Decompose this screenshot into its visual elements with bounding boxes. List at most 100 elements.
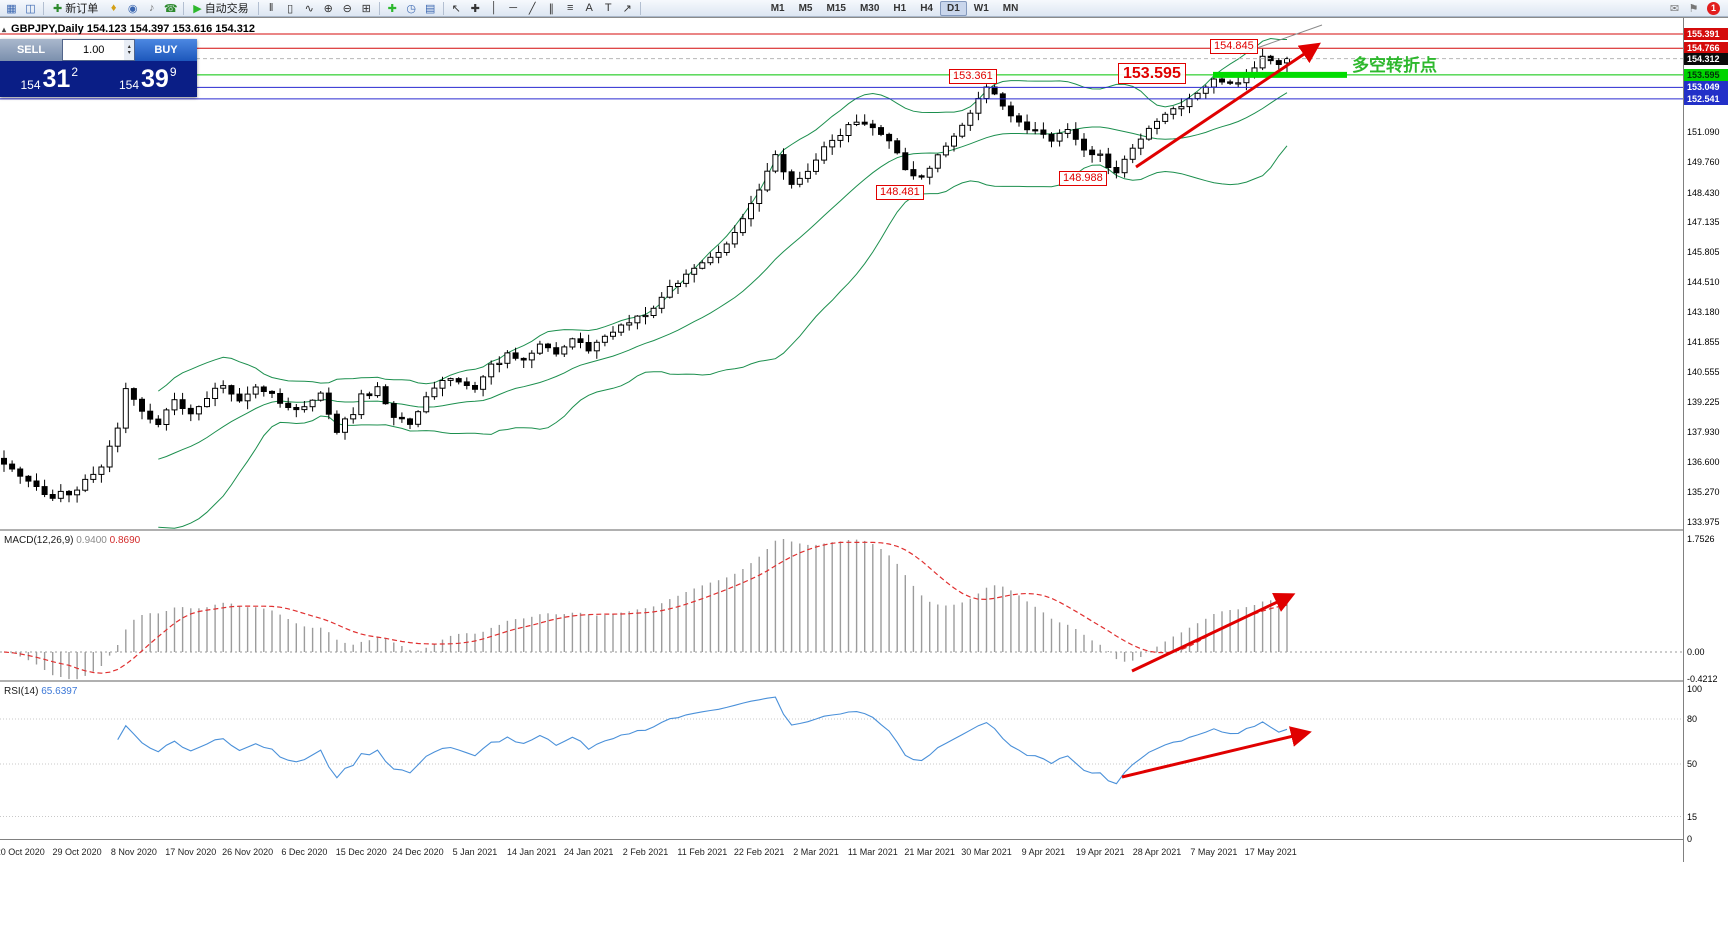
date-tick: 9 Apr 2021 [1021,847,1066,857]
templates-icon[interactable]: ▤ [421,1,440,16]
price-badge: 153.049 [1684,81,1728,94]
toolbar-separator [378,1,380,15]
buy-price-base: 154 [118,78,140,92]
timeframe-h4[interactable]: H4 [920,2,933,14]
label-icon[interactable]: T [599,1,618,16]
toolbar: ▦ ◫ ✚ 新订单 ♦ ◉ ♪ ☎ ▶ 自动交易 ‖ ▯ ∿ ⊕ ⊖ ⊞ ✚ ◷ ▤ ↖ ✚ │ ─ ╱ ∥ ≡ A T ↗ M1 M5 M… [0,0,1728,17]
sell-button[interactable]: SELL [0,39,62,61]
rsi-panel[interactable] [0,683,1683,839]
news-icon[interactable]: ✉ [1665,1,1684,16]
channel-icon[interactable]: ∥ [542,1,561,16]
price-tick: 151.090 [1687,127,1720,137]
tile-windows-icon[interactable]: ⊞ [357,1,376,16]
panel-divider-rsi[interactable] [0,680,1728,684]
ohlc-readout: GBPJPY,Daily 154.123 154.397 153.616 154… [11,23,256,35]
bar-chart-icon[interactable]: ‖ [262,1,281,16]
zoom-out-icon: ⊖ [342,2,352,15]
new-order-button[interactable]: ✚ 新订单 [47,1,104,16]
support-icon[interactable]: ☎ [161,1,180,16]
price-callout[interactable]: 148.988 [1059,171,1107,186]
rsi-scale-tick: 0 [1687,834,1693,844]
vertical-line-icon[interactable]: │ [485,1,504,16]
buy-button[interactable]: BUY [135,39,197,61]
indicators-icon[interactable]: ✚ [383,1,402,16]
autotrading-button-label: 自动交易 [204,3,249,15]
price-chart[interactable] [0,18,1683,529]
periods-icon: ◷ [406,2,416,15]
zoom-in-icon: ⊕ [323,2,333,15]
spinner-down-icon[interactable]: ▾ [127,50,131,56]
channel-icon: ∥ [548,2,554,15]
rsi-name: RSI(14) [4,686,39,697]
autotrading-button[interactable]: ▶ 自动交易 [187,1,254,16]
timeframe-m15[interactable]: M15 [826,2,846,14]
alerts-icon: ⚑ [1688,2,1699,15]
trendline-icon[interactable]: ╱ [523,1,542,16]
volume-spinner[interactable]: ▴ ▾ [124,40,134,60]
community-icon[interactable]: ◉ [123,1,142,16]
price-callout[interactable]: 154.845 [1210,39,1258,54]
text-icon[interactable]: A [580,1,599,16]
price-callout[interactable]: 153.595 [1118,63,1186,84]
buy-price[interactable]: 154 39 9 [99,61,198,97]
timeframe-mn[interactable]: MN [1002,2,1019,14]
macd-signal-value: 0.8690 [109,535,141,546]
cursor-icon: ↖ [451,2,461,15]
panel-divider-macd[interactable] [0,529,1728,533]
price-tick: 135.270 [1687,487,1720,498]
cursor-icon[interactable]: ↖ [447,1,466,16]
time-axis[interactable]: 20 Oct 2020 29 Oct 2020 8 Nov 2020 17 Nov 2… [0,839,1683,862]
price-tick: 140.555 [1687,367,1720,378]
volume-input[interactable] [63,40,125,60]
collapse-icon[interactable]: ▴ [2,24,7,34]
deposit-icon[interactable]: ♦ [104,1,123,16]
community-icon: ◉ [127,2,138,15]
zoom-out-icon[interactable]: ⊖ [338,1,357,16]
price-callout[interactable]: 153.361 [949,69,997,84]
macd-scale-tick: 1.7526 [1687,534,1715,544]
macd-panel[interactable] [0,532,1683,680]
rsi-scale-tick: 80 [1687,714,1698,724]
new-chart-icon[interactable]: ▦ [2,1,21,16]
price-callout[interactable]: 148.481 [876,185,924,200]
timeframe-w1[interactable]: W1 [973,2,989,14]
timeframe-group: M1 M5 M15 M30 H1 H4 D1 W1 MN [764,0,1026,16]
toolbar-separator [442,1,444,15]
macd-main-value: 0.9400 [76,535,107,546]
fibonacci-icon[interactable]: ≡ [561,1,580,16]
date-tick: 29 Oct 2020 [52,847,102,857]
timeframe-h1[interactable]: H1 [893,2,907,14]
chart-title-bar: ▴ GBPJPY,Daily 154.123 154.397 153.616 1… [2,23,255,35]
line-chart-icon[interactable]: ∿ [300,1,319,16]
sound-icon: ♪ [148,2,155,14]
toolbar-separator [257,1,259,15]
timeframe-m30[interactable]: M30 [859,2,880,14]
profiles-icon[interactable]: ◫ [21,1,40,16]
profiles-icon: ◫ [25,2,36,15]
sell-price[interactable]: 154 31 2 [0,61,99,97]
timeframe-m1[interactable]: M1 [770,2,785,14]
timeframe-m5[interactable]: M5 [798,2,813,14]
date-tick: 11 Feb 2021 [677,847,728,857]
arrows-icon[interactable]: ↗ [618,1,637,16]
spinner-up-icon[interactable]: ▴ [127,44,131,50]
horizontal-line-icon[interactable]: ─ [504,1,523,16]
date-tick: 17 Nov 2020 [165,847,217,857]
timeframe-d1[interactable]: D1 [940,0,967,16]
vertical-line-icon: │ [490,2,498,14]
crosshair-icon[interactable]: ✚ [466,1,485,16]
zoom-in-icon[interactable]: ⊕ [319,1,338,16]
note-text[interactable]: 多空转折点 [1352,56,1437,75]
date-tick: 6 Dec 2020 [281,847,328,857]
templates-icon: ▤ [424,2,436,15]
price-tick: 143.180 [1687,307,1720,318]
sound-icon[interactable]: ♪ [142,1,161,16]
candlestick-chart-icon[interactable]: ▯ [281,1,300,16]
new-order-button-label: 新订单 [65,3,99,15]
price-badge: 155.391 [1684,28,1728,40]
price-axis[interactable]: 151.090 149.760 148.430 147.135 145.805 144.5… [1683,18,1728,862]
alerts-icon[interactable]: ⚑ [1684,1,1703,16]
periods-icon[interactable]: ◷ [402,1,421,16]
buy-price-pips: 39 [141,65,169,93]
notification-badge[interactable]: 1 [1707,1,1720,15]
